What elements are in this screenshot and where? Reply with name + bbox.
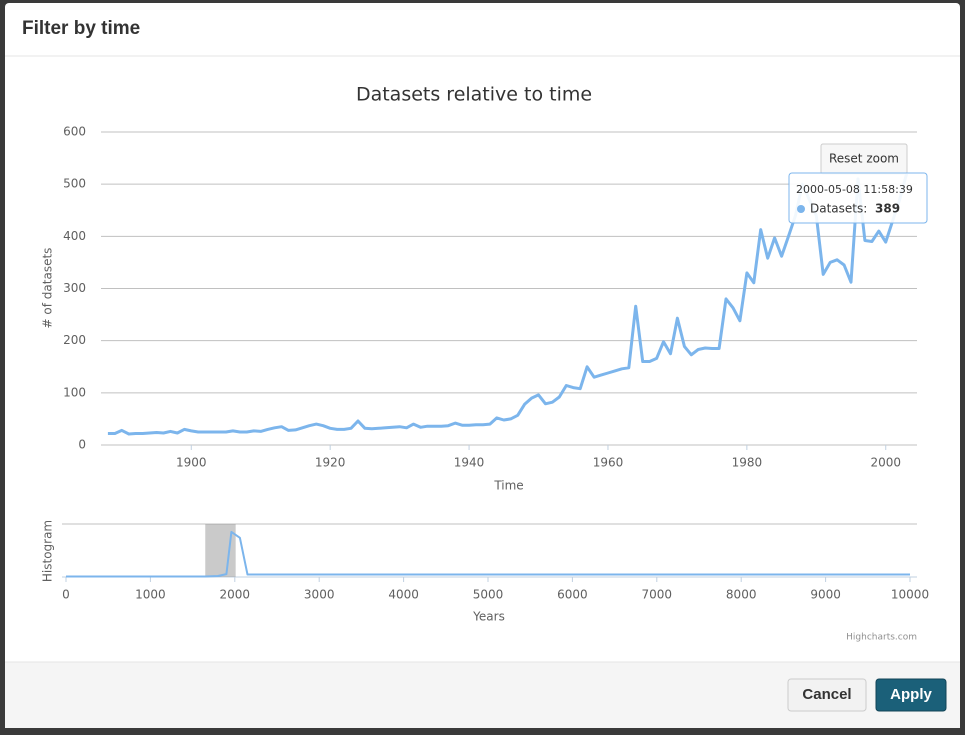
x-tick-label: 10000 <box>891 588 929 602</box>
chart-title: Datasets relative to time <box>356 84 592 106</box>
x-tick-label: 3000 <box>304 588 335 602</box>
y-axis-label: # of datasets <box>41 248 55 329</box>
x-tick-label: 1960 <box>593 456 624 470</box>
tooltip-value: 389 <box>875 202 900 216</box>
y-tick-label: 100 <box>63 385 86 399</box>
data-line <box>107 173 909 436</box>
x-tick-label: 5000 <box>473 588 504 602</box>
y-axis-label: Histogram <box>41 520 55 582</box>
x-tick-label: 2000 <box>870 456 901 470</box>
y-tick-label: 400 <box>63 229 86 243</box>
x-tick-label: 8000 <box>726 588 757 602</box>
overlay: Reset zoom 2000-05-08 11:58:39 Datasets:… <box>788 143 928 224</box>
x-tick-label: 1980 <box>732 456 763 470</box>
y-tick-label: 0 <box>78 438 86 452</box>
y-tick-label: 300 <box>63 281 86 295</box>
x-tick-label: 1940 <box>454 456 485 470</box>
apply-label[interactable]: Apply <box>890 686 932 703</box>
y-tick-label: 500 <box>63 177 86 191</box>
x-tick-label: 4000 <box>388 588 419 602</box>
x-tick-label: 9000 <box>810 588 841 602</box>
credits: Highcharts.com <box>846 633 917 643</box>
cancel-button[interactable] <box>787 678 867 712</box>
apply-button[interactable] <box>875 678 947 712</box>
tooltip-dot <box>797 205 805 213</box>
tooltip-time: 2000-05-08 11:58:39 <box>796 183 913 196</box>
x-tick-label: 6000 <box>557 588 588 602</box>
dialog-title: Filter by time <box>22 18 140 39</box>
tooltip-label: Datasets: <box>810 202 867 216</box>
tooltip <box>788 172 928 224</box>
x-tick-label: 7000 <box>642 588 673 602</box>
x-axis-label: Time <box>493 479 523 493</box>
x-tick-label: 1000 <box>135 588 166 602</box>
cancel-label[interactable]: Cancel <box>802 686 851 703</box>
y-tick-label: 200 <box>63 333 86 347</box>
x-tick-label: 1900 <box>176 456 207 470</box>
x-tick-label: 1920 <box>315 456 346 470</box>
reset-zoom-label[interactable]: Reset zoom <box>829 152 899 166</box>
x-tick-label: 0 <box>62 588 70 602</box>
data-line <box>66 530 910 578</box>
x-axis-label: Years <box>472 610 505 624</box>
plots: 0 100 200 300 400 500 600 1900 1920 1940 1960 1980 2… <box>62 125 929 602</box>
x-tick-label: 2000 <box>220 588 251 602</box>
y-tick-label: 600 <box>63 125 86 139</box>
